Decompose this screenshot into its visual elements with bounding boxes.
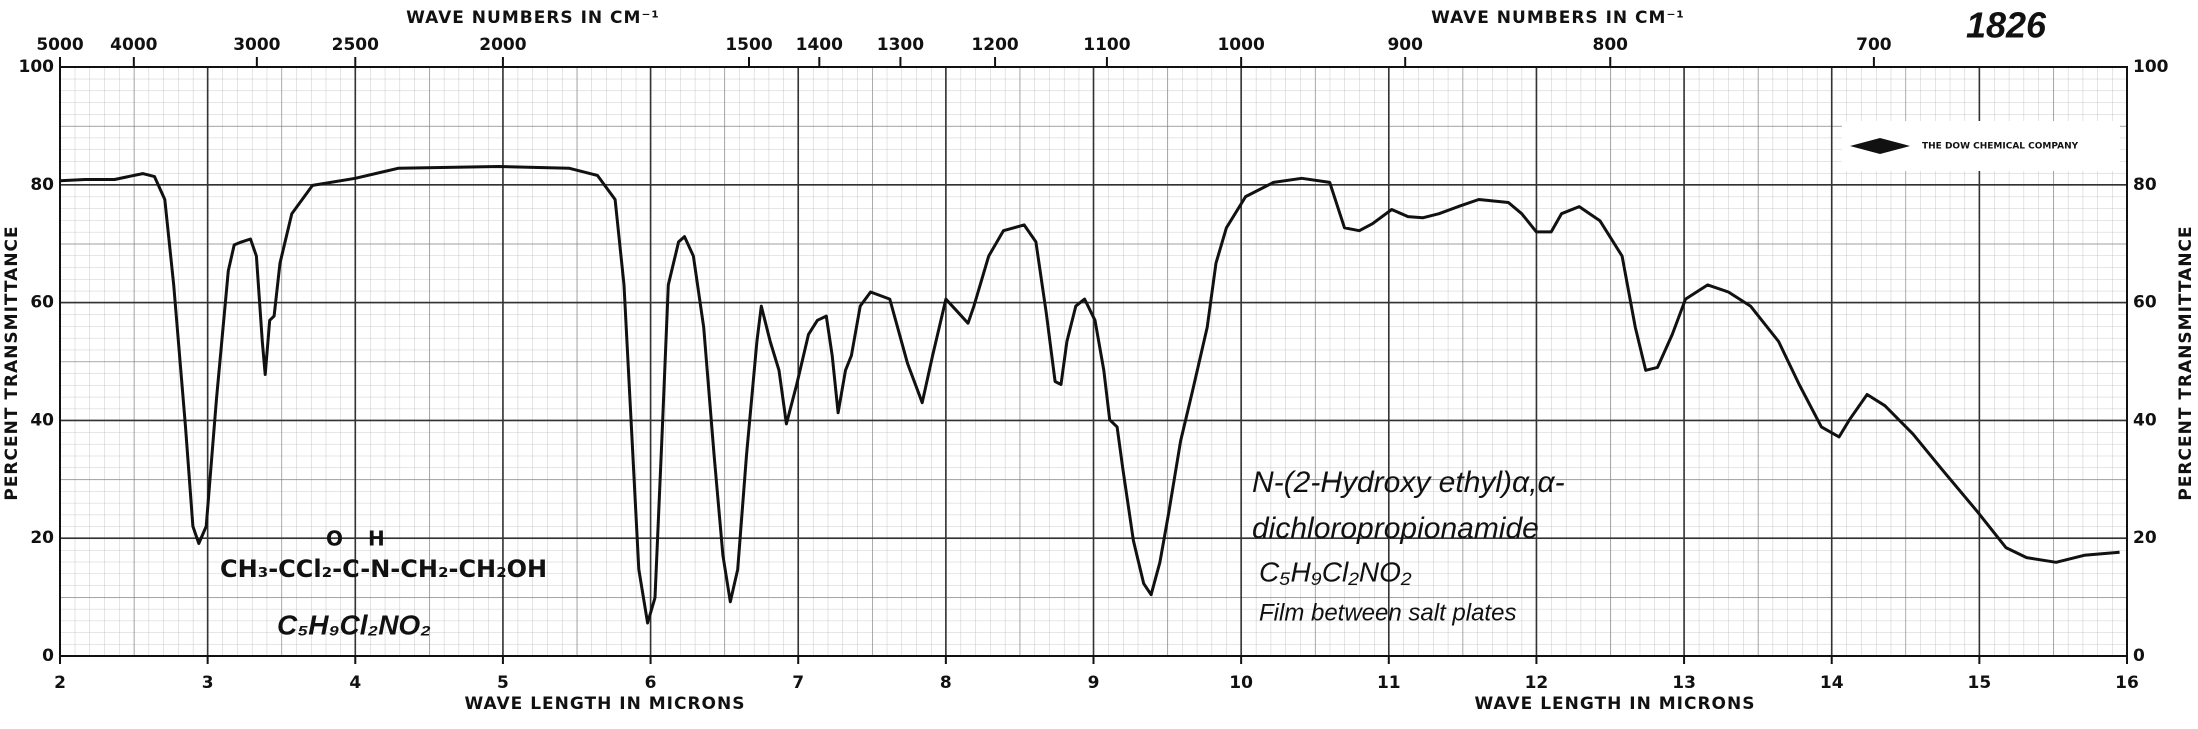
- structure-formula: C₅H₉Cl₂NO₂: [277, 609, 431, 640]
- bottom-axis-title: WAVE LENGTH IN MICRONS: [1475, 694, 1756, 714]
- x-tick-label: 8: [940, 673, 952, 693]
- x-tick-label: 9: [1088, 673, 1100, 693]
- structure-amide-h: H: [368, 527, 385, 551]
- compound-formula: C₅H₉Cl₂NO₂: [1259, 556, 1412, 587]
- x2-tick-label: 3000: [233, 35, 280, 55]
- y2-tick-label: 100: [2133, 57, 2169, 77]
- x2-tick-label: 1300: [877, 35, 924, 55]
- structure-carbonyl: O: [326, 527, 343, 551]
- x-tick-label: 11: [1377, 673, 1401, 693]
- x2-tick-label: 900: [1387, 35, 1423, 55]
- y-tick-label: 40: [30, 410, 54, 430]
- compound-name: dichloropropionamide: [1252, 512, 1539, 545]
- spectrum-line: [59, 165, 2120, 625]
- x-tick-label: 3: [202, 673, 214, 693]
- y-tick-label: 20: [30, 528, 54, 548]
- company-logo: THE DOW CHEMICAL COMPANY: [1842, 121, 2120, 171]
- sample-note: Film between salt plates: [1259, 599, 1516, 626]
- x-tick-label: 6: [645, 673, 657, 693]
- catalog-number: 1826: [1966, 5, 2047, 46]
- logo-diamond: [1850, 138, 1910, 154]
- x-tick-label: 7: [792, 673, 804, 693]
- x-tick-label: 5: [497, 673, 509, 693]
- x2-tick-label: 2500: [332, 35, 379, 55]
- x-tick-label: 15: [1968, 673, 1992, 693]
- x-tick-label: 12: [1525, 673, 1549, 693]
- bottom-axis-title: WAVE LENGTH IN MICRONS: [465, 694, 746, 714]
- x-tick-label: 16: [2115, 673, 2139, 693]
- y2-tick-label: 60: [2133, 293, 2157, 313]
- top-axis-title: WAVE NUMBERS IN CM⁻¹: [1431, 8, 1685, 28]
- x-tick-label: 4: [349, 673, 361, 693]
- x2-tick-label: 700: [1856, 35, 1892, 55]
- x2-tick-label: 1500: [725, 35, 772, 55]
- structure-chain: CH₃-CCl₂-C-N-CH₂-CH₂OH: [220, 555, 547, 583]
- y-tick-label: 100: [19, 57, 55, 77]
- x-tick-label: 2: [54, 673, 66, 693]
- y-tick-label: 60: [30, 293, 54, 313]
- y2-tick-label: 40: [2133, 410, 2157, 430]
- compound-name: N-(2-Hydroxy ethyl)α,α-: [1252, 466, 1565, 499]
- left-axis-title: PERCENT TRANSMITTANCE: [2, 225, 22, 500]
- x-tick-label: 10: [1229, 673, 1253, 693]
- right-axis-title: PERCENT TRANSMITTANCE: [2176, 225, 2196, 500]
- x2-tick-label: 1000: [1217, 35, 1264, 55]
- y-tick-label: 0: [42, 646, 54, 666]
- x2-tick-label: 1200: [971, 35, 1018, 55]
- x2-tick-label: 2000: [479, 35, 526, 55]
- x2-tick-label: 1400: [796, 35, 843, 55]
- y2-tick-label: 80: [2133, 175, 2157, 195]
- x2-tick-label: 4000: [110, 35, 157, 55]
- x2-tick-label: 1100: [1083, 35, 1130, 55]
- x2-tick-label: 800: [1593, 35, 1629, 55]
- y-tick-label: 80: [30, 175, 54, 195]
- top-axis-title: WAVE NUMBERS IN CM⁻¹: [406, 8, 660, 28]
- x-tick-label: 14: [1820, 673, 1844, 693]
- y2-tick-label: 0: [2133, 646, 2145, 666]
- y2-tick-label: 20: [2133, 528, 2157, 548]
- x2-tick-label: 5000: [36, 35, 83, 55]
- company-name: THE DOW CHEMICAL COMPANY: [1922, 142, 2079, 152]
- x-tick-label: 13: [1672, 673, 1696, 693]
